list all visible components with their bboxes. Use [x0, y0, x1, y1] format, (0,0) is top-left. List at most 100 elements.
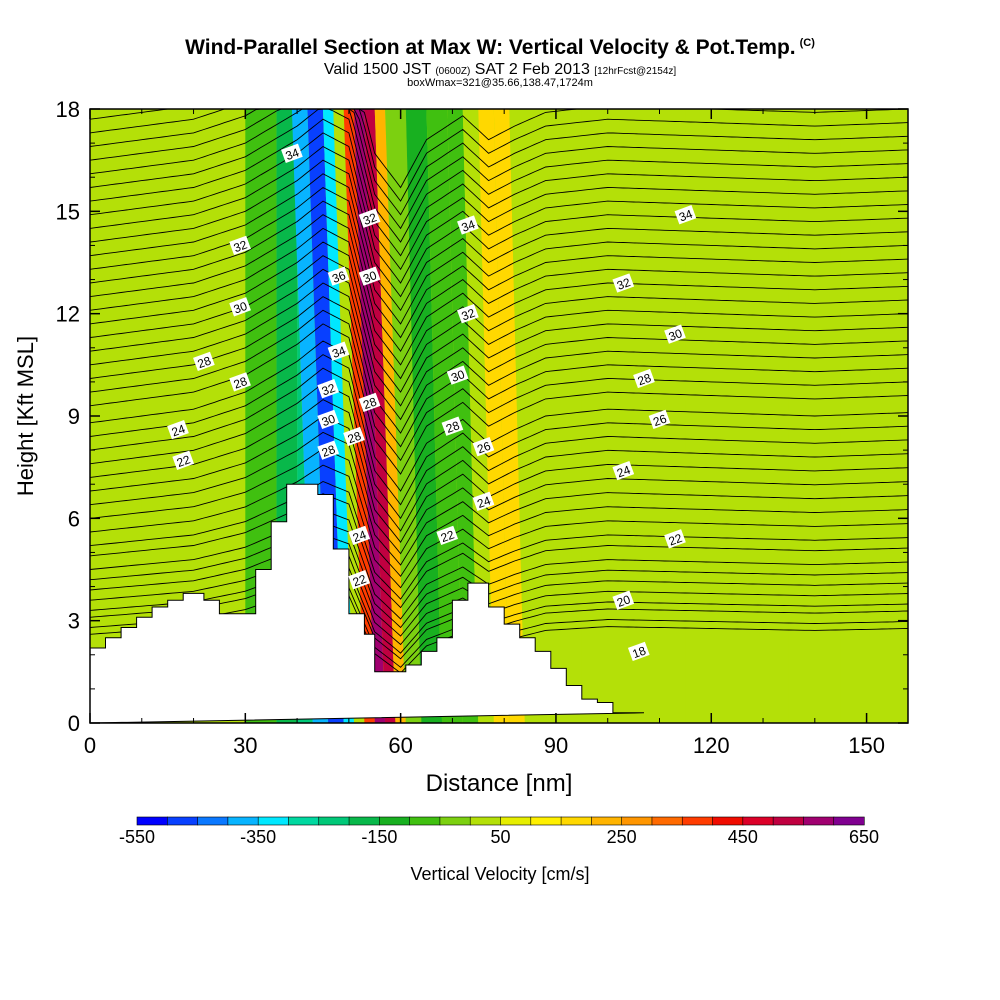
- contour-label-bg: [317, 379, 340, 399]
- contour-label-bg: [358, 208, 381, 228]
- contour-label: 30: [446, 365, 469, 385]
- contour-label-bg: [472, 491, 495, 511]
- contour-label: 28: [229, 372, 251, 392]
- contour-label-bg: [633, 368, 655, 389]
- contour-label-text: 28: [636, 370, 654, 388]
- y-tick-label: 18: [56, 97, 80, 122]
- isentrope-line: [89, 448, 909, 578]
- contour-label-bg: [648, 409, 671, 430]
- contour-label: 30: [229, 297, 251, 317]
- contour-label-bg: [664, 324, 686, 344]
- contour-label-bg: [317, 440, 340, 460]
- y-axis-label: Height [Kft MSL]: [13, 336, 38, 496]
- contour-label-bg: [612, 273, 635, 293]
- contour-label-text: 28: [361, 394, 379, 412]
- contour-label-text: 22: [667, 531, 685, 549]
- contour-label: 24: [348, 525, 371, 545]
- isentrope-line: [89, 214, 909, 366]
- w-band: [426, 109, 463, 723]
- contour-label-text: 28: [320, 442, 338, 460]
- contour-label-bg: [348, 570, 371, 590]
- w-band: [374, 109, 406, 723]
- contour-label-bg: [664, 529, 686, 549]
- colorbar-swatch: [257, 816, 290, 826]
- colorbar-tick-label: -150: [361, 827, 397, 847]
- y-tick-label: 9: [68, 404, 80, 429]
- contour-label-text: 22: [175, 452, 193, 470]
- contour-label: 32: [612, 273, 635, 293]
- contour-label: 32: [317, 379, 340, 399]
- isentrope-line: [89, 323, 909, 475]
- isentrope-line: [89, 415, 909, 555]
- colorbar-swatch: [166, 816, 199, 826]
- contour-label-bg: [436, 525, 459, 546]
- y-tick-label: 6: [68, 506, 80, 531]
- isentrope-line: [89, 268, 909, 421]
- colorbar-swatch: [560, 816, 592, 826]
- colorbar-swatch: [197, 816, 229, 826]
- isentrope-line: [89, 431, 909, 566]
- colorbar-swatch: [712, 816, 744, 826]
- contour-label: 24: [167, 419, 189, 440]
- colorbar-swatch: [136, 816, 168, 826]
- chart-subtitle: Valid 1500 JST (0600Z) SAT 2 Feb 2013 [1…: [0, 61, 1000, 79]
- contour-label-bg: [674, 205, 697, 225]
- terrain-mask: [89, 483, 645, 724]
- contour-label-text: 22: [439, 527, 457, 545]
- contour-label-text: 22: [351, 572, 369, 590]
- colorbar-swatch: [379, 816, 411, 826]
- contour-label-text: 32: [320, 381, 338, 399]
- w-band: [509, 109, 546, 723]
- contour-label-text: 18: [630, 643, 648, 661]
- y-tick-label: 12: [56, 302, 80, 327]
- colorbar-tick-label: 450: [728, 827, 758, 847]
- isentrope-line: [89, 399, 909, 544]
- chart-title: Wind-Parallel Section at Max W: Vertical…: [0, 36, 1000, 60]
- colorbar-swatch: [288, 816, 320, 826]
- contour-label: 28: [633, 368, 655, 389]
- w-band: [685, 109, 738, 723]
- isentrope-line: [89, 340, 909, 492]
- contour-label-bg: [229, 372, 251, 392]
- colorbar-swatch: [742, 816, 774, 826]
- isentrope-line: [89, 255, 909, 407]
- contour-label: 24: [472, 491, 495, 511]
- isentrope-line: [89, 200, 909, 353]
- x-tick-label: 120: [693, 733, 730, 758]
- w-band: [840, 109, 908, 723]
- x-tick-label: 0: [84, 733, 96, 758]
- valid-utc: (0600Z): [435, 66, 471, 77]
- colorbar-swatch: [318, 816, 350, 826]
- contour-label: 36: [327, 266, 350, 286]
- isentrope-line: [89, 296, 909, 448]
- contour-label: 26: [472, 437, 495, 457]
- contour-label-bg: [627, 641, 650, 662]
- isentrope-line: [89, 464, 909, 589]
- contour-label-text: 24: [615, 463, 633, 481]
- contour-label-text: 28: [232, 374, 250, 392]
- contour-label-bg: [472, 437, 495, 457]
- contour-label: 18: [627, 641, 650, 662]
- isentrope-line: [89, 159, 909, 312]
- contour-label-bg: [167, 419, 189, 440]
- isentrope-line: [89, 132, 909, 284]
- w-band: [90, 109, 142, 723]
- w-band: [333, 109, 365, 723]
- y-tick-label: 0: [68, 711, 80, 736]
- colorbar-tick-label: 650: [849, 827, 879, 847]
- contour-label: 30: [317, 409, 340, 429]
- isentrope-line: [89, 173, 909, 325]
- w-band: [493, 109, 525, 723]
- w-band: [343, 109, 375, 723]
- y-tick-label: 15: [56, 199, 80, 224]
- isentrope-line: [89, 309, 909, 462]
- isentrope-line: [89, 382, 909, 532]
- contour-label-text: 34: [677, 207, 695, 225]
- w-band: [447, 109, 479, 723]
- contour-label: 20: [612, 590, 635, 610]
- contour-label-bg: [193, 351, 215, 372]
- potential-temperature-contours: [89, 108, 909, 674]
- contour-label: 34: [674, 205, 697, 225]
- contour-label-text: 32: [361, 210, 379, 228]
